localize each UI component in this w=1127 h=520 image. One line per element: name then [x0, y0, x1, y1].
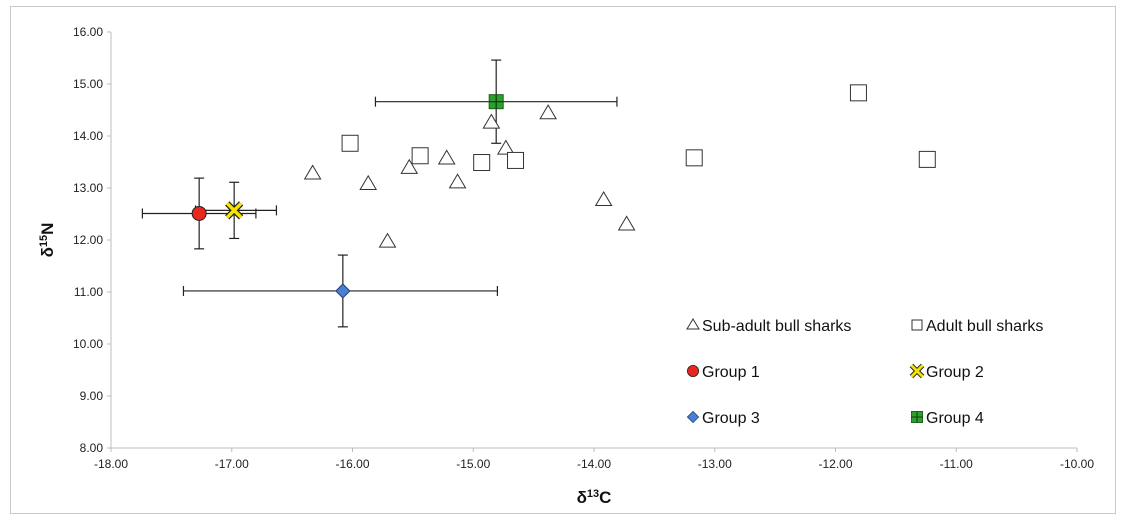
group-2-point [225, 201, 244, 220]
x-tick-label: -16.00 [335, 457, 369, 471]
y-axis-title: δ15N [38, 223, 57, 258]
x-tick-label: -13.00 [698, 457, 732, 471]
group-3-point [335, 283, 351, 299]
x-tick-label: -18.00 [94, 457, 128, 471]
sub-adult-bull-sharks-point [448, 173, 467, 189]
y-tick-labels: 8.00 9.00 10.00 11.00 12.00 13.00 14.00 15.00 16… [73, 25, 111, 455]
legend: Sub-adult bull sharks Adult bull sharks Gr… [686, 318, 1043, 427]
legend-item-group-2: Group 2 [909, 363, 984, 381]
y-tick-label: 12.00 [73, 233, 103, 247]
group-1-point [191, 205, 207, 221]
x-tick-label: -17.00 [215, 457, 249, 471]
x-axis-title: δ13C [577, 488, 612, 507]
y-tick-label: 11.00 [74, 285, 103, 299]
adult-bull-sharks-point [507, 151, 525, 169]
legend-marker [686, 410, 700, 424]
y-tick-label: 16.00 [73, 25, 103, 39]
legend-item-sub-adult-bull-sharks: Sub-adult bull sharks [686, 318, 851, 335]
legend-marker [686, 364, 699, 377]
legend-marker [911, 319, 923, 331]
sub-adult-bull-sharks-point [359, 174, 378, 190]
legend-marker [909, 363, 925, 379]
adult-bull-sharks-point [473, 154, 491, 172]
y-tick-label: 14.00 [73, 129, 103, 143]
adult-bull-sharks-point [341, 134, 359, 152]
legend-label: Group 3 [702, 410, 760, 427]
y-tick-label: 9.00 [80, 389, 104, 403]
sub-adult-bull-sharks-point [539, 104, 557, 120]
y-tick-label: 13.00 [73, 181, 103, 195]
x-tick-label: -11.00 [940, 457, 973, 471]
sub-adult-bull-sharks-point [400, 158, 419, 174]
y-tick-label: 15.00 [73, 77, 103, 91]
sub-adult-bull-sharks-point [437, 149, 456, 165]
data-points [141, 59, 936, 328]
group-4-point [488, 94, 504, 110]
legend-marker [910, 410, 923, 423]
y-tick-label: 10.00 [73, 337, 103, 351]
sub-adult-bull-sharks-point [617, 215, 636, 231]
sub-adult-bull-sharks-point [482, 113, 501, 129]
legend-item-group-1: Group 1 [686, 364, 760, 381]
legend-item-adult-bull-sharks: Adult bull sharks [911, 318, 1043, 335]
y-tick-label: 8.00 [80, 441, 104, 455]
legend-item-group-4: Group 4 [910, 410, 984, 427]
sub-adult-bull-sharks-point [378, 232, 397, 248]
legend-marker [686, 318, 700, 330]
adult-bull-sharks-point [918, 150, 936, 168]
legend-label: Group 2 [926, 364, 984, 381]
x-tick-label: -10.00 [1060, 457, 1094, 471]
x-tick-label: -15.00 [456, 457, 490, 471]
legend-item-group-3: Group 3 [686, 410, 760, 427]
legend-label: Adult bull sharks [926, 318, 1043, 335]
x-tick-label: -12.00 [818, 457, 852, 471]
adult-bull-sharks-point [411, 147, 429, 165]
sub-adult-bull-sharks-point [303, 164, 322, 180]
sub-adult-bull-sharks-point [594, 190, 613, 207]
chart-frame [10, 6, 1116, 514]
axes [110, 32, 1077, 449]
sub-adult-bull-sharks-point [496, 139, 515, 155]
x-tick-labels: -18.00 -17.00 -16.00 -15.00 -14.00 -13.00 -12.… [94, 448, 1094, 471]
adult-bull-sharks-point [685, 149, 703, 167]
adult-bull-sharks-point [849, 84, 867, 102]
legend-label: Sub-adult bull sharks [702, 318, 851, 335]
legend-label: Group 1 [702, 364, 760, 381]
x-tick-label: -14.00 [577, 457, 611, 471]
legend-label: Group 4 [926, 410, 984, 427]
